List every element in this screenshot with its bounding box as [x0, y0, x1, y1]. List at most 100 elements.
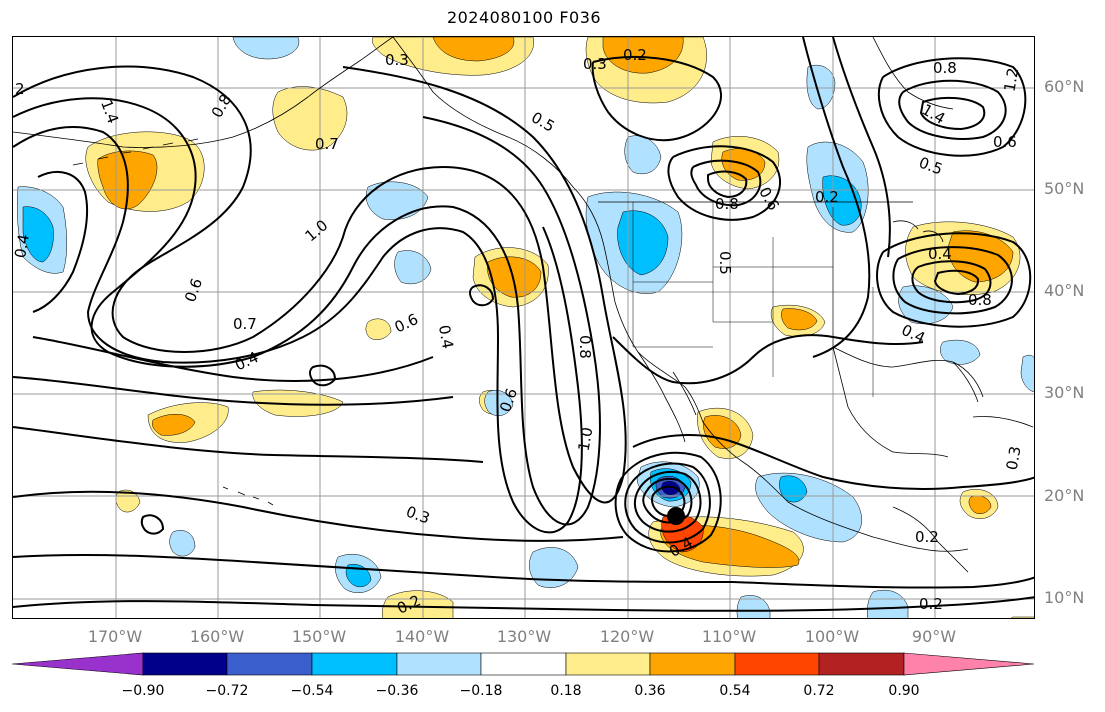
- colorbar-segment: [142, 652, 228, 676]
- alaska-coast: [13, 37, 394, 148]
- contour-line: [13, 97, 601, 526]
- lon-label-160w: 160°W: [189, 627, 245, 646]
- contour-label: 0.8: [933, 59, 957, 77]
- shade-region: [898, 285, 954, 325]
- contour-line: [624, 462, 711, 544]
- lon-label-140w: 140°W: [394, 627, 450, 646]
- map-canvas: 2 1.4 0.8 0.7 0.3 0.5 0.2 0.3 1.4 0.8 0.…: [13, 37, 1034, 618]
- contour-label: 0.5: [528, 108, 558, 136]
- contour-label: 0.7: [315, 135, 339, 153]
- lat-label-20n: 20°N: [1044, 486, 1085, 505]
- shade-region: [947, 230, 1014, 283]
- shade-region: [624, 135, 662, 175]
- contour-label: 0.4: [435, 324, 457, 351]
- contour-label: 0.3: [583, 55, 607, 73]
- contour-label: 0.8: [968, 291, 992, 309]
- contour-label: 0.2: [915, 528, 939, 546]
- shade-region: [232, 37, 300, 60]
- contour-label: 0.3: [385, 51, 409, 69]
- contour-line: [876, 232, 1032, 328]
- contour-label: 0.6: [181, 276, 206, 305]
- contour-label: 0.5: [716, 251, 734, 275]
- colorbar-segment: [734, 652, 820, 676]
- colorbar-tick-label: −0.54: [290, 683, 334, 699]
- contour-line: [632, 434, 1034, 490]
- contour-label: 0.4: [13, 233, 33, 260]
- contour-label: 2: [15, 80, 25, 98]
- colorbar-tick-label: 0.72: [803, 683, 835, 699]
- hawaii: [222, 486, 274, 506]
- contour-line: [933, 269, 980, 296]
- lon-label-150w: 150°W: [291, 627, 347, 646]
- gulf-coast: [832, 346, 984, 398]
- contour-line: [802, 37, 871, 358]
- shade-region: [940, 339, 981, 365]
- great-lakes: [892, 220, 944, 243]
- lon-label-90w: 90°W: [911, 627, 957, 646]
- shade-region: [781, 308, 818, 331]
- coastlines: [13, 37, 1034, 573]
- colorbar-segment: [226, 652, 313, 676]
- colorbar-tick-label: −0.18: [459, 683, 503, 699]
- hudson-bay: [872, 37, 954, 110]
- shade-region: [617, 210, 669, 276]
- colorbar-segment: [480, 652, 567, 676]
- contour-line: [642, 477, 693, 524]
- contour-line: [911, 260, 992, 304]
- colorbar-tick-label: −0.90: [121, 683, 165, 699]
- gulf-of-california: [672, 371, 697, 416]
- shade-region: [484, 389, 514, 417]
- contour-label: 0.4: [928, 245, 952, 263]
- contour-line: [140, 514, 165, 535]
- lon-label-170w: 170°W: [87, 627, 143, 646]
- lat-label-30n: 30°N: [1044, 383, 1085, 402]
- cuba: [972, 416, 1034, 428]
- shade-region: [529, 547, 579, 588]
- colorbar-segment: [649, 652, 736, 676]
- contour-line: [892, 246, 1013, 315]
- shade-region: [968, 495, 992, 515]
- contour-label: 1.0: [302, 216, 332, 245]
- colorbar: [12, 652, 1035, 676]
- contour-line: [633, 470, 702, 533]
- shade-region: [381, 590, 454, 618]
- shade-region: [432, 37, 515, 62]
- contour-line: [13, 65, 627, 504]
- contour-label: 0.2: [815, 188, 839, 206]
- contour-label: 0.8: [576, 335, 594, 359]
- contour-line: [13, 376, 454, 406]
- contour-line: [690, 159, 762, 207]
- florida: [952, 361, 979, 403]
- contour-line: [13, 490, 624, 542]
- colorbar-tick-label: −0.36: [375, 683, 419, 699]
- shade-region: [169, 530, 196, 557]
- contour-label: 1.0: [575, 426, 597, 453]
- contour-line: [591, 56, 723, 142]
- colorbar-tick-label: 0.36: [634, 683, 666, 699]
- contour-label: 1.2: [1000, 66, 1022, 93]
- central-america: [892, 506, 969, 573]
- contour-label: 0.3: [1003, 445, 1025, 472]
- plot-title: 2024080100 F036: [446, 8, 602, 27]
- shade-region: [1020, 354, 1034, 392]
- contour-line: [612, 334, 924, 385]
- lat-label-40n: 40°N: [1044, 281, 1085, 300]
- contour-label: 0.6: [392, 310, 421, 336]
- contour-label: 1.4: [97, 97, 122, 126]
- colorbar-tick-label: 0.18: [550, 683, 582, 699]
- contour-label: 0.4: [232, 348, 261, 374]
- colorbar-segment: [565, 652, 651, 676]
- contour-line: [919, 96, 986, 131]
- colorbar-tick-label: −0.72: [205, 683, 249, 699]
- shade-region: [152, 414, 196, 436]
- north-america-coast: [392, 37, 969, 552]
- contour-line: [13, 553, 1034, 589]
- contour-line: [13, 426, 484, 463]
- contour-line: [469, 284, 495, 307]
- contour-line: [32, 336, 434, 382]
- colorbar-tick-label: 0.54: [719, 683, 751, 699]
- contour-label: 0.6: [993, 133, 1017, 151]
- contour-line: [614, 451, 722, 553]
- contour-line: [309, 364, 337, 387]
- contour-line: [667, 145, 782, 221]
